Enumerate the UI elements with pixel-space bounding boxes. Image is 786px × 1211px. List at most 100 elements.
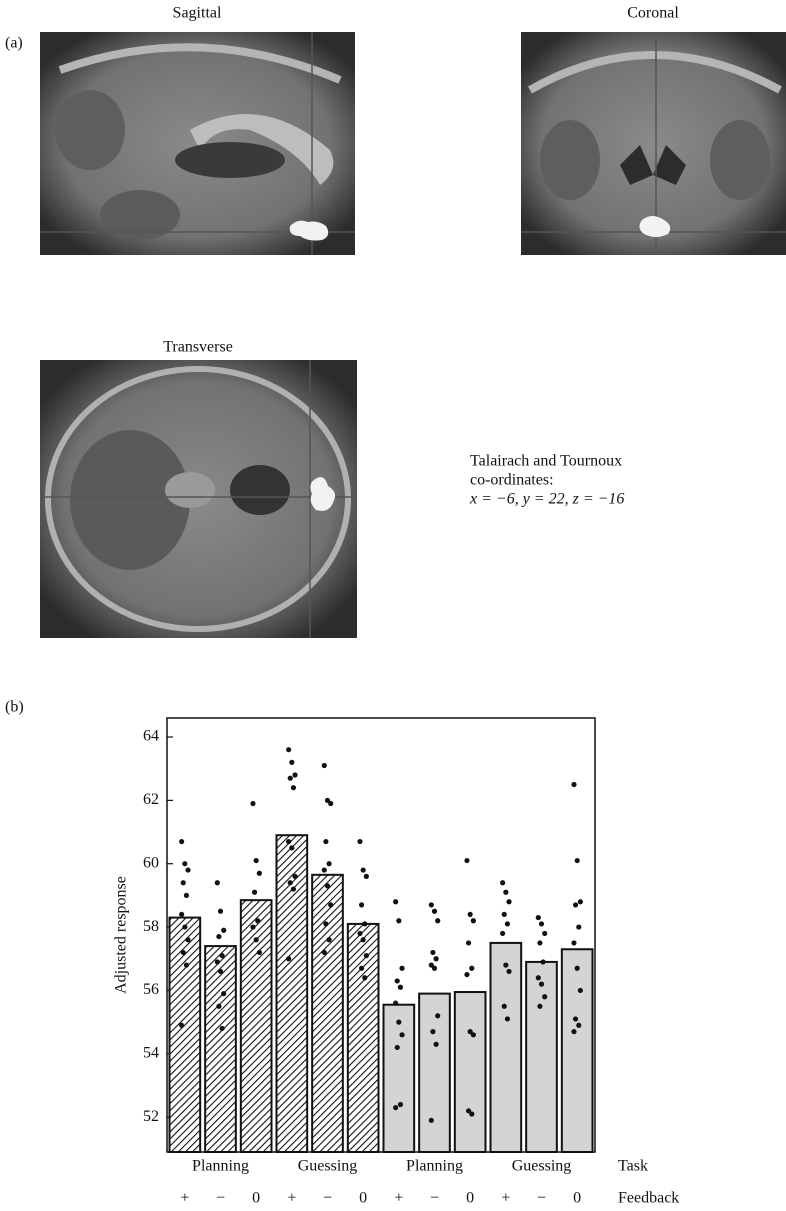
feedback-title: Feedback [618,1190,679,1207]
y-tick-label: 64 [143,728,159,745]
data-point [328,902,334,908]
data-point [574,857,580,864]
data-point [571,940,577,946]
data-point [183,962,190,968]
data-point [504,921,511,927]
task-title: Task [618,1158,648,1175]
data-point [433,1041,439,1047]
data-point [542,994,548,1000]
data-point [358,902,365,908]
data-point [465,940,472,946]
data-point [216,933,222,940]
data-point [576,924,582,930]
data-point [216,1003,222,1009]
image-title: Transverse [163,339,233,356]
bar [382,1003,416,1153]
data-point [321,867,327,873]
data-point [289,845,295,851]
data-point [399,1032,405,1038]
data-point [256,870,262,876]
data-point [506,899,512,905]
y-tick-label: 58 [143,918,159,935]
data-point [431,965,438,971]
data-point [571,1029,577,1035]
data-point [571,781,577,788]
feedback-label: 0 [466,1190,474,1207]
data-point [535,914,541,921]
feedback-label: + [180,1190,189,1207]
data-point [179,838,185,845]
data-point [289,759,295,765]
data-point [538,981,545,987]
panel-label: (a) [5,35,23,52]
data-point [396,1019,402,1025]
data-point [250,924,256,930]
data-point [360,867,366,873]
data-point [255,918,261,924]
data-point [537,1003,543,1009]
data-point [397,1101,404,1108]
data-point [221,991,227,997]
data-point [501,1003,507,1009]
bar [346,922,380,1153]
data-point [393,1000,399,1006]
data-point [292,873,298,879]
data-point [179,1022,185,1028]
data-point [251,889,258,895]
data-point [287,775,293,781]
data-point [537,940,543,946]
bar [204,945,237,1153]
feedback-label: 0 [252,1190,260,1207]
data-point [286,838,292,845]
data-point [323,921,329,927]
feedback-label: 0 [359,1190,367,1207]
data-point [287,880,293,886]
feedback-label: − [323,1190,332,1207]
feedback-label: − [430,1190,439,1207]
data-point [469,965,475,971]
bar [525,960,558,1153]
data-point [538,921,545,927]
task-label: Planning [192,1158,249,1175]
data-point [321,949,327,956]
data-point [250,800,256,807]
data-point [394,1044,400,1051]
data-point [431,908,438,914]
data-point [214,880,220,886]
bar [311,873,344,1154]
data-point [469,1111,475,1117]
y-tick-label: 60 [143,854,159,871]
task-label: Planning [406,1158,463,1175]
y-tick-label: 52 [143,1108,159,1125]
data-point [428,1117,434,1123]
data-point [433,956,439,962]
data-point [393,899,399,905]
data-point [430,949,436,956]
data-point [506,968,512,975]
feedback-label: − [537,1190,546,1207]
data-point [286,747,292,753]
task-label: Guessing [512,1158,572,1175]
data-point [393,1105,399,1111]
feedback-label: 0 [573,1190,581,1207]
data-point [397,984,404,990]
data-point [467,1029,473,1035]
image-title: Coronal [627,5,679,22]
data-point [185,867,191,873]
data-point [219,1025,225,1032]
data-point [180,880,186,886]
data-point [290,886,297,892]
data-point [577,987,583,994]
data-point [217,908,224,914]
data-point [577,899,583,905]
data-point [363,873,369,879]
data-point [430,1029,436,1035]
data-point [321,762,327,769]
data-point [219,952,225,959]
panel-label: (b) [5,699,24,716]
transverse-image [40,360,357,638]
coronal-image [521,32,786,255]
data-point [500,930,506,937]
plot-frame [166,717,596,1153]
